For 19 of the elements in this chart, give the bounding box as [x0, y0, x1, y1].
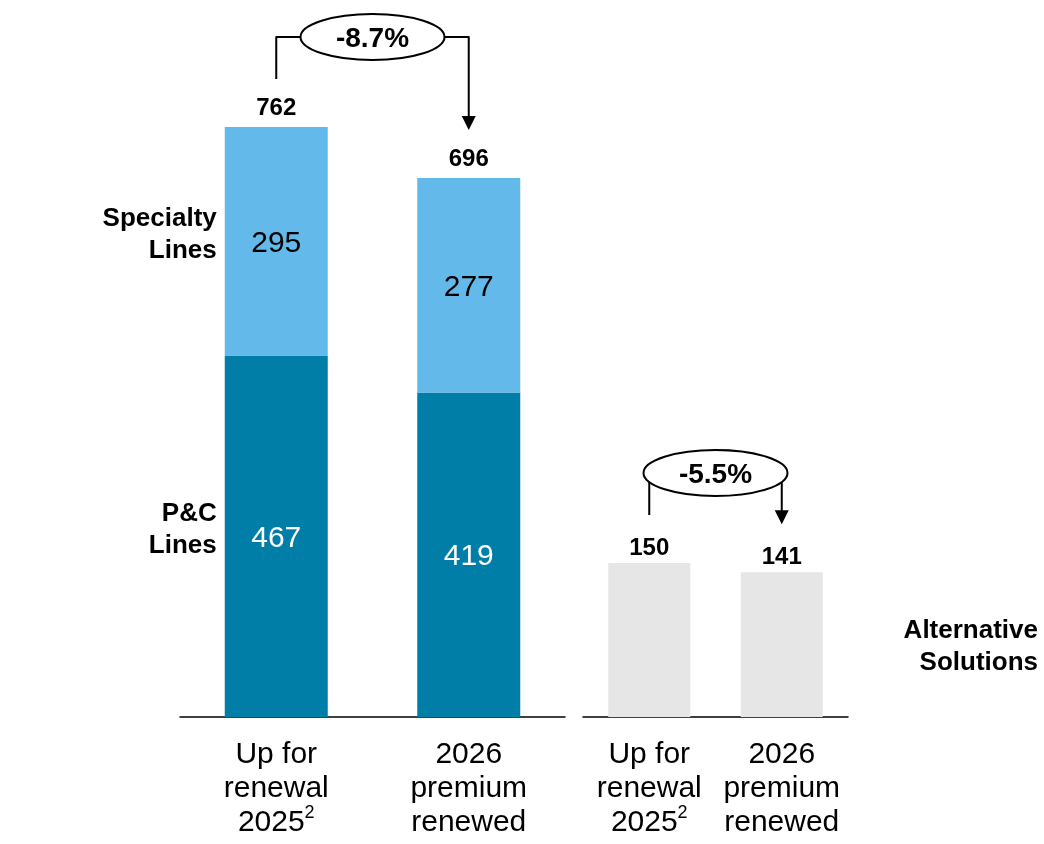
text: Alternative Solutions: [903, 613, 1038, 676]
data-label: 150: [629, 532, 670, 560]
total-label: 762: [256, 93, 297, 120]
bar: [224, 355, 328, 717]
bar: [224, 127, 328, 356]
total-label: 696: [448, 144, 489, 172]
x-tick-label: 2026 premium renewed: [410, 735, 528, 837]
data-label: 419: [443, 538, 494, 572]
series-label: P&C Lines: [148, 497, 217, 560]
x-tick-label: 2026 premium renewed: [723, 735, 841, 837]
bar: [417, 178, 521, 393]
data-label: 467: [251, 519, 302, 553]
text: -8.7%: [335, 22, 410, 53]
bar: [417, 392, 521, 717]
text: -5.5%: [678, 458, 753, 489]
series-label: Specialty Lines: [102, 202, 218, 265]
data-label: 141: [761, 541, 802, 569]
data-label: 295: [251, 224, 302, 258]
data-label: 277: [443, 268, 494, 302]
